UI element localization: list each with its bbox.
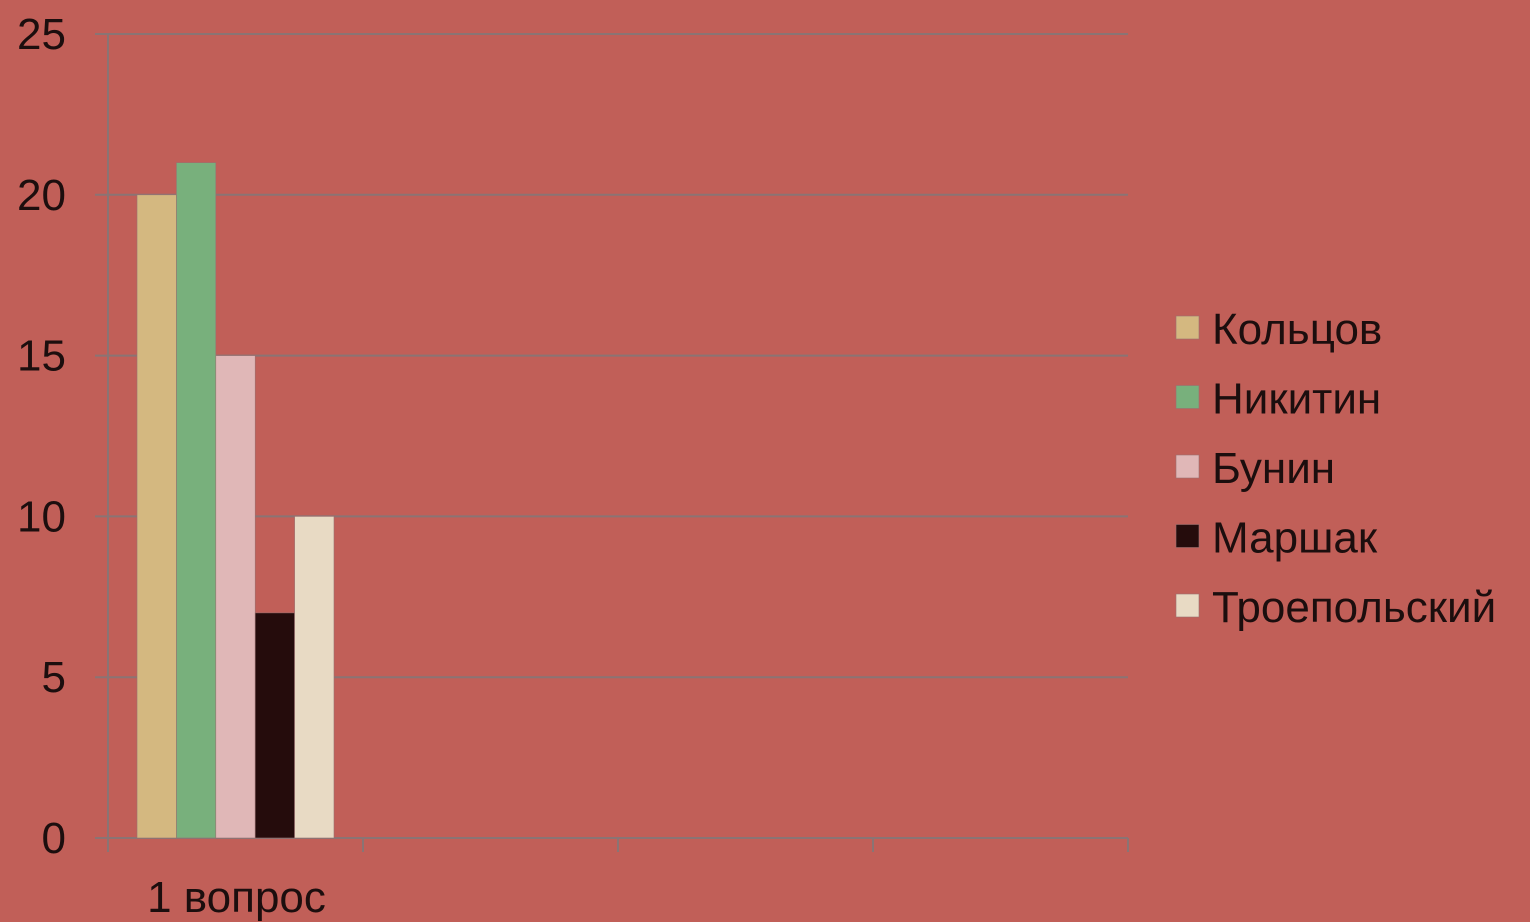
legend-label: Кольцов [1212, 305, 1382, 354]
legend-swatch-Бунин [1175, 454, 1200, 479]
legend-label: Троепольский [1212, 583, 1496, 632]
legend-swatch-Троепольский [1175, 593, 1200, 618]
legend-label: Никитин [1212, 375, 1381, 424]
legend-label: Маршак [1212, 514, 1378, 563]
legend: Кольцов Никитин Бунин Маршак Троепольский [1175, 305, 1496, 632]
y-tick-label: 5 [42, 653, 66, 702]
legend-label: Бунин [1212, 444, 1335, 493]
bar-Бунин [215, 355, 256, 839]
bar-Никитин [176, 162, 217, 839]
y-tick-label: 10 [17, 492, 66, 541]
y-tick-labels: 0 5 10 15 20 25 [17, 10, 66, 863]
x-category-labels: 1 вопрос [147, 873, 326, 922]
legend-swatch-Маршак [1175, 524, 1200, 548]
y-tick-label: 15 [17, 332, 66, 381]
x-category-label: 1 вопрос [147, 873, 326, 922]
legend-swatch-Никитин [1175, 385, 1200, 409]
bars [136, 162, 335, 839]
legend-swatch-Кольцов [1175, 315, 1200, 340]
bar-Кольцов [136, 194, 177, 839]
bar-Троепольский [294, 516, 335, 839]
bar-Маршак [254, 612, 295, 839]
y-tick-label: 25 [17, 10, 66, 59]
y-tick-label: 20 [17, 171, 66, 220]
y-tick-label: 0 [42, 814, 66, 863]
